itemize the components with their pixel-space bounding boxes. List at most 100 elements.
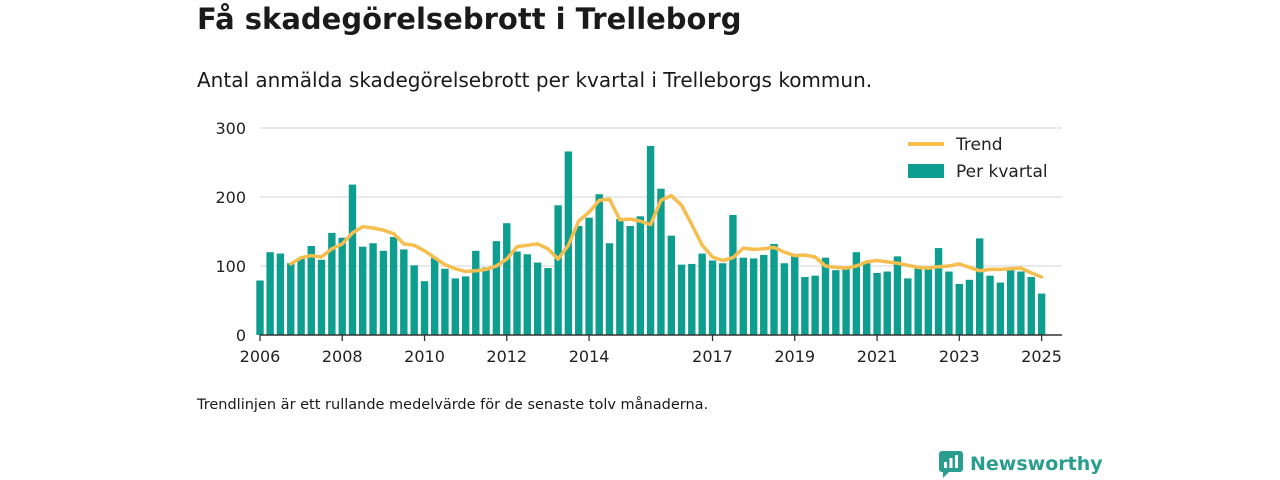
bar — [914, 267, 922, 335]
bar — [430, 257, 439, 335]
bar — [698, 253, 706, 335]
bar-series-per-kvartal — [256, 145, 1046, 335]
bar — [708, 260, 717, 335]
bar — [770, 243, 778, 335]
bar — [863, 263, 871, 335]
x-tick-label: 2021 — [857, 347, 898, 366]
bar — [873, 272, 881, 335]
bar — [760, 254, 768, 335]
bar — [1037, 293, 1046, 335]
chart-title: Få skadegörelsebrott i Trelleborg — [197, 2, 742, 36]
bar — [348, 184, 357, 335]
bar — [636, 216, 645, 335]
bar — [605, 243, 614, 335]
y-tick-label: 300 — [215, 119, 246, 138]
bar — [924, 267, 933, 335]
bar — [811, 275, 819, 335]
x-tick-label: 2012 — [486, 347, 527, 366]
bar — [389, 237, 398, 335]
chart-subtitle: Antal anmälda skadegörelsebrott per kvar… — [197, 68, 873, 92]
bar — [904, 278, 912, 335]
bar — [657, 188, 665, 335]
bar — [482, 267, 490, 335]
bar — [492, 241, 501, 335]
bar — [986, 275, 994, 335]
bar — [975, 238, 984, 335]
y-tick-label: 200 — [215, 188, 246, 207]
bar — [893, 256, 902, 335]
legend: Trend Per kvartal — [908, 135, 1048, 182]
bar — [420, 281, 429, 335]
bar — [461, 276, 470, 335]
bar — [328, 232, 336, 335]
bar — [523, 254, 531, 335]
legend-label: Per kvartal — [956, 162, 1048, 182]
newsworthy-logo-icon — [939, 451, 963, 478]
bar — [842, 268, 850, 335]
trend-series — [288, 193, 1044, 279]
bar — [1027, 277, 1035, 335]
bar — [945, 271, 953, 335]
y-tick-label: 100 — [215, 257, 246, 276]
bar — [266, 252, 274, 335]
brand-name: Newsworthy — [970, 453, 1103, 475]
x-tick-label: 2008 — [322, 347, 363, 366]
bar — [955, 283, 963, 335]
bar — [379, 250, 388, 335]
axes: 0 100 200 300 2006 2008 2010 2012 2014 2017 2019 20… — [215, 119, 1062, 366]
bar — [276, 253, 285, 335]
bar — [934, 248, 943, 335]
x-tick-label: 2010 — [404, 347, 445, 366]
bar — [821, 257, 830, 335]
x-tick-label: 2017 — [692, 347, 733, 366]
bar — [852, 252, 861, 335]
x-tick-label: 2023 — [939, 347, 980, 366]
bar — [359, 246, 367, 335]
bar — [996, 282, 1005, 335]
bar — [965, 279, 974, 335]
bar — [1017, 271, 1025, 335]
bar — [729, 214, 737, 335]
bar — [791, 254, 799, 335]
bar — [338, 237, 346, 335]
bar — [677, 264, 686, 335]
bar — [554, 205, 562, 335]
bar — [801, 277, 809, 335]
bar — [832, 270, 840, 335]
legend-swatch-per-kvartal — [908, 164, 944, 178]
x-tick-label: 2006 — [240, 347, 281, 366]
bar — [307, 245, 315, 335]
bar — [451, 278, 459, 335]
bar — [883, 271, 891, 335]
bar — [317, 259, 326, 335]
bar — [400, 249, 408, 335]
x-tick-label: 2014 — [569, 347, 610, 366]
bar — [369, 243, 377, 335]
bar — [297, 257, 305, 335]
bar — [626, 225, 634, 335]
x-tick-label: 2025 — [1021, 347, 1062, 366]
legend-label: Trend — [955, 135, 1003, 155]
bar — [585, 217, 593, 335]
bar — [513, 251, 521, 335]
bar — [472, 250, 480, 335]
bar — [595, 194, 603, 335]
bar — [1006, 270, 1015, 335]
bar — [718, 263, 727, 335]
y-tick-label: 0 — [236, 326, 246, 345]
x-tick-label: 2019 — [774, 347, 815, 366]
footnote: Trendlinjen är ett rullande medelvärde f… — [197, 397, 709, 413]
bar — [410, 265, 418, 335]
bar — [780, 263, 789, 335]
bar — [749, 258, 758, 335]
bar — [739, 257, 747, 335]
bar — [533, 262, 542, 335]
bar — [544, 268, 552, 335]
bar — [616, 219, 624, 335]
bar — [646, 145, 655, 335]
trend-line — [288, 193, 1044, 279]
bar — [575, 225, 583, 335]
bar — [667, 235, 676, 335]
bar — [688, 263, 696, 335]
brand-logo[interactable]: Newsworthy — [938, 450, 1103, 478]
